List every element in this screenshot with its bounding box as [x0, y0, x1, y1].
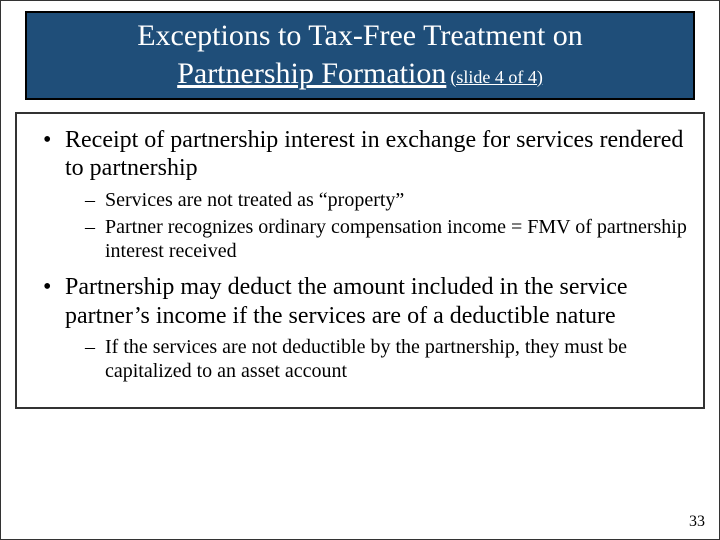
list-item: Receipt of partnership interest in excha…: [47, 126, 693, 263]
slide: Exceptions to Tax-Free Treatment on Part…: [0, 0, 720, 540]
slide-subtitle: (slide 4 of 4): [450, 67, 542, 87]
bullet-text: Partnership may deduct the amount includ…: [65, 274, 628, 328]
sub-bullet-list: Services are not treated as “property” P…: [65, 189, 693, 264]
list-item: Partner recognizes ordinary compensation…: [89, 216, 693, 263]
sub-bullet-list: If the services are not deductible by th…: [65, 336, 693, 383]
bullet-list: Receipt of partnership interest in excha…: [27, 126, 693, 383]
list-item: If the services are not deductible by th…: [89, 336, 693, 383]
bullet-text: If the services are not deductible by th…: [105, 336, 627, 382]
page-number: 33: [689, 513, 705, 531]
body-box: Receipt of partnership interest in excha…: [15, 112, 705, 409]
slide-title-line-2: Partnership Formation: [177, 57, 446, 90]
bullet-text: Services are not treated as “property”: [105, 189, 404, 211]
list-item: Partnership may deduct the amount includ…: [47, 273, 693, 383]
bullet-text: Receipt of partnership interest in excha…: [65, 127, 683, 181]
title-box: Exceptions to Tax-Free Treatment on Part…: [25, 11, 695, 100]
slide-title-line-1: Exceptions to Tax-Free Treatment on: [137, 19, 583, 52]
bullet-text: Partner recognizes ordinary compensation…: [105, 216, 687, 262]
list-item: Services are not treated as “property”: [89, 189, 693, 213]
